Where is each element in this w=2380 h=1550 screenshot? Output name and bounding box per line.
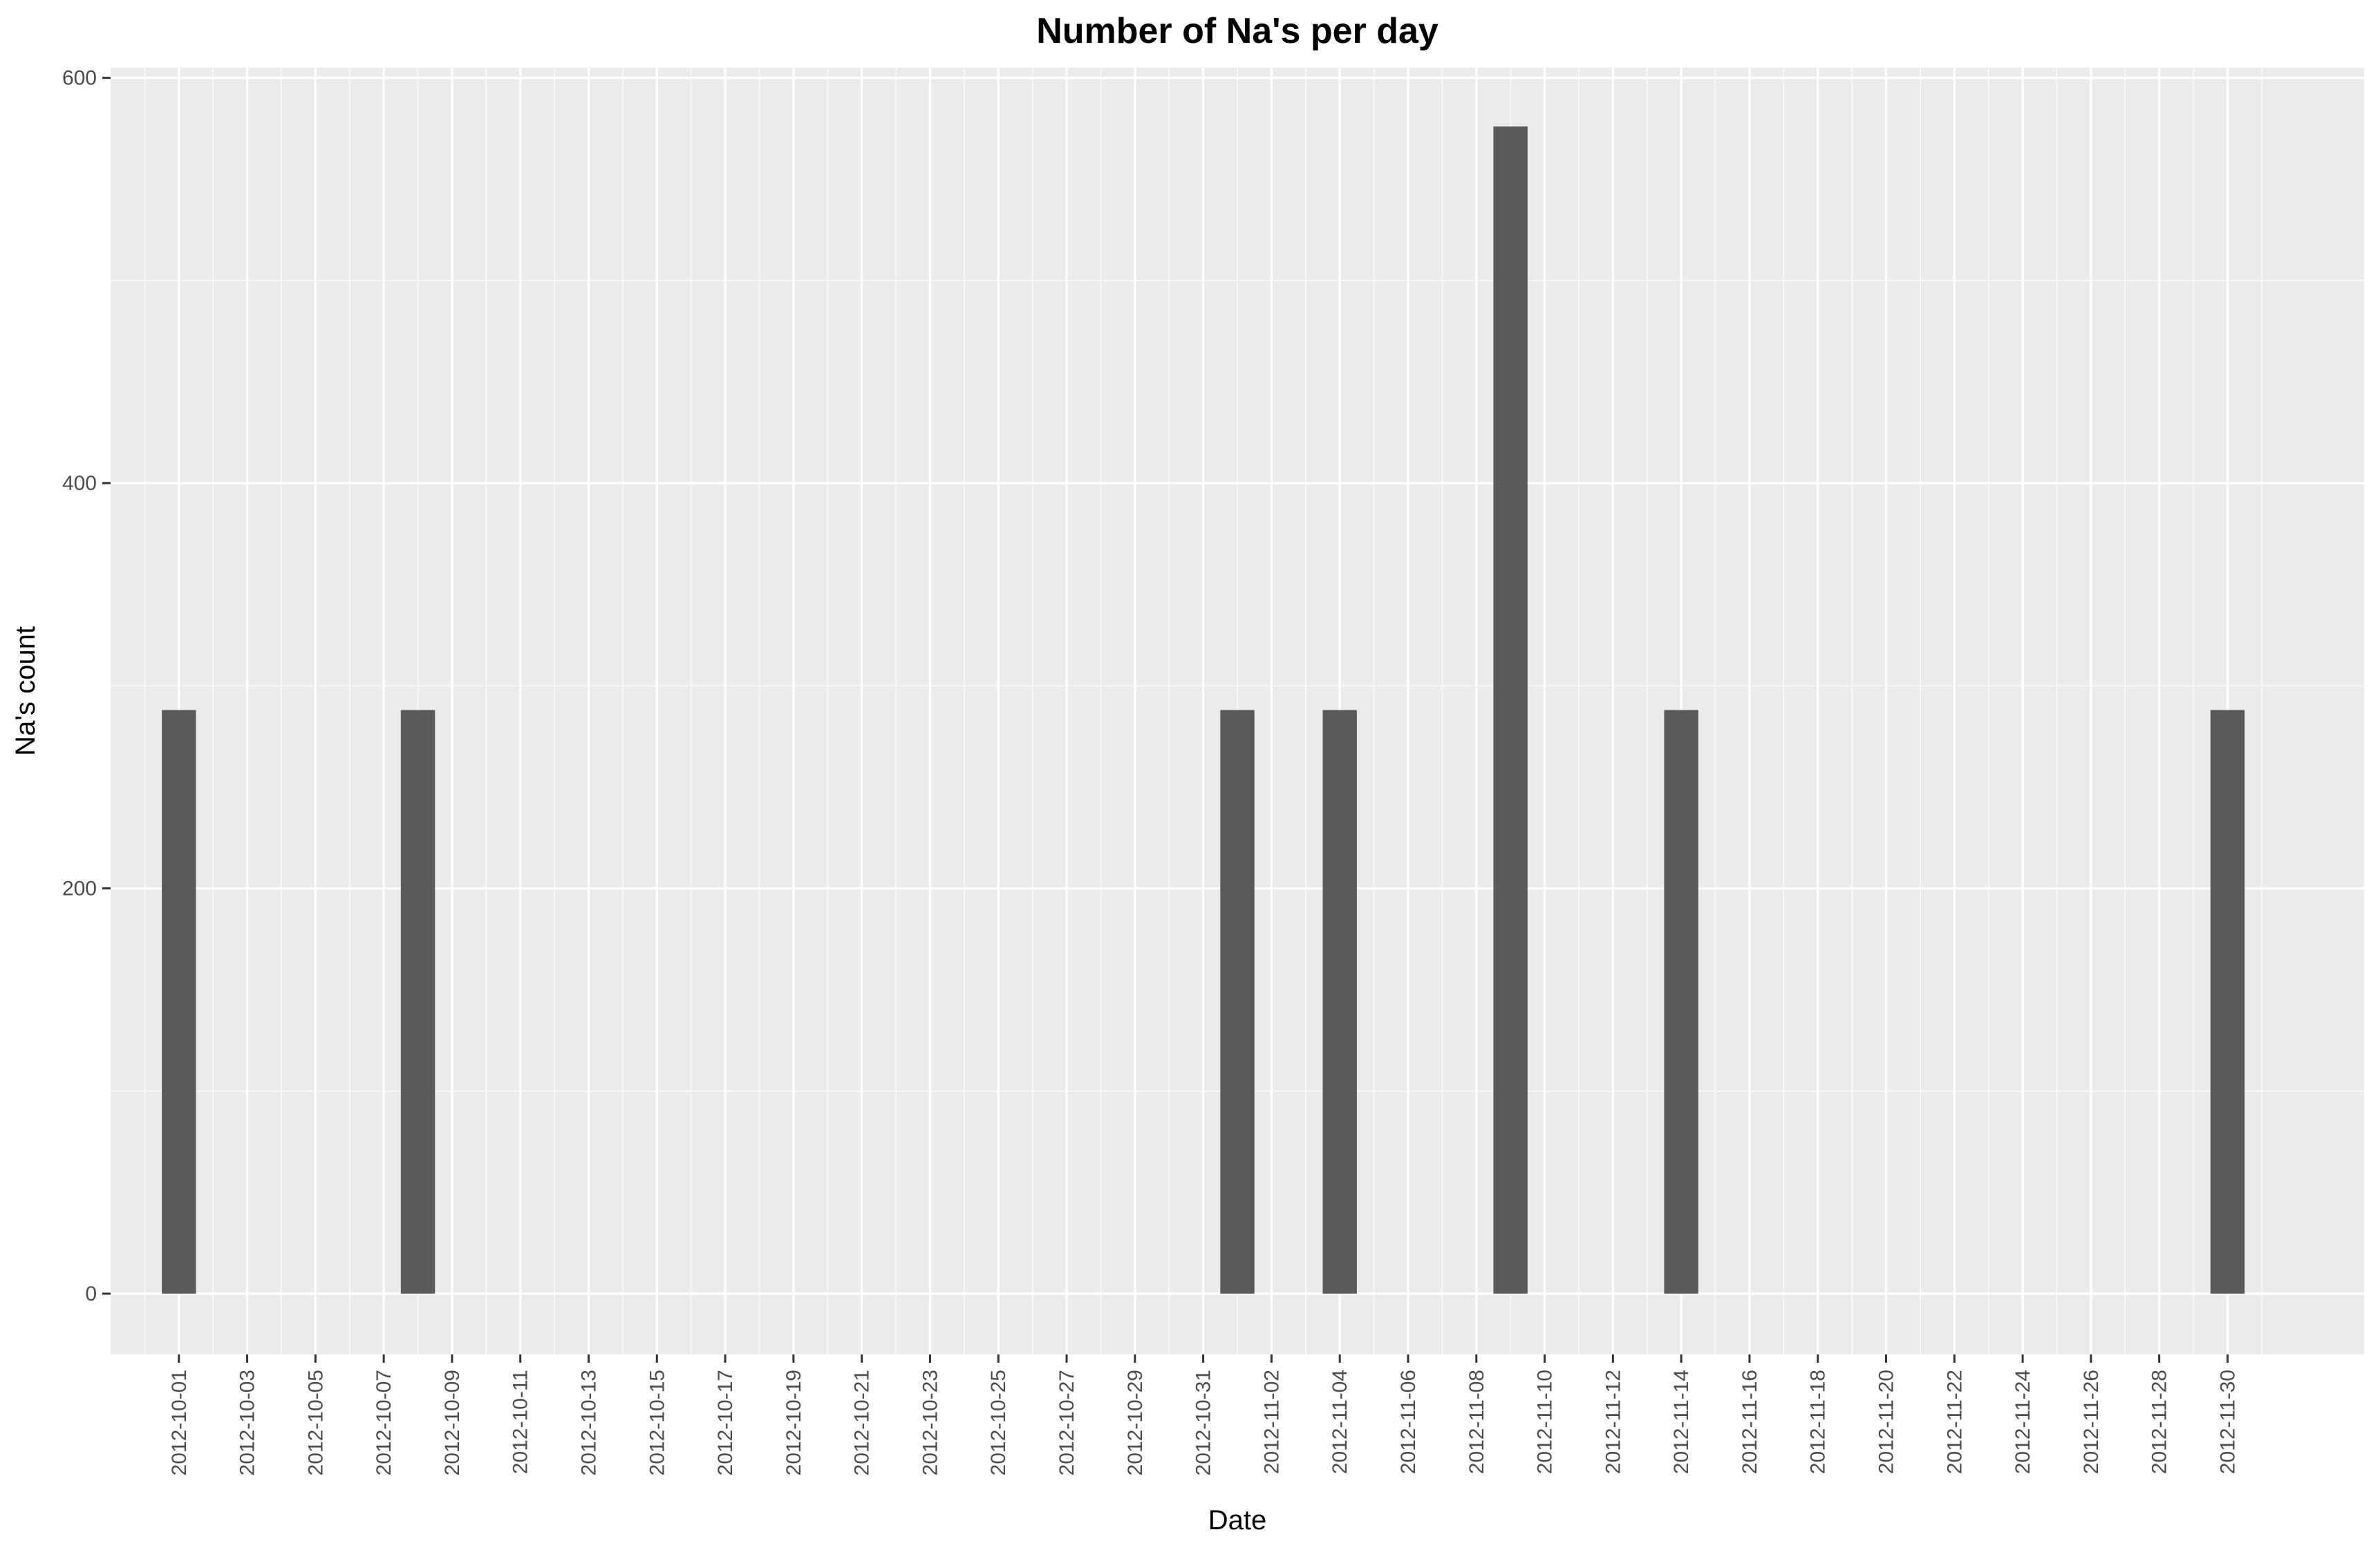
x-tick-label: 2012-10-05 bbox=[304, 1370, 327, 1475]
chart-title: Number of Na's per day bbox=[1036, 11, 1439, 51]
x-tick-label: 2012-11-16 bbox=[1739, 1370, 1761, 1474]
x-tick-label: 2012-11-12 bbox=[1602, 1370, 1624, 1474]
x-axis-title: Date bbox=[1208, 1505, 1267, 1535]
x-tick-label: 2012-10-03 bbox=[236, 1370, 259, 1475]
x-tick-label: 2012-11-28 bbox=[2148, 1370, 2171, 1474]
bar bbox=[1664, 710, 1698, 1294]
x-tick-label: 2012-11-14 bbox=[1670, 1370, 1693, 1474]
y-tick-label: 600 bbox=[62, 67, 97, 90]
y-axis-title: Na's count bbox=[10, 626, 41, 756]
bar bbox=[162, 710, 196, 1294]
x-tick-label: 2012-10-01 bbox=[168, 1370, 191, 1475]
x-tick-label: 2012-10-29 bbox=[1124, 1370, 1147, 1475]
x-tick-label: 2012-11-24 bbox=[2012, 1370, 2034, 1474]
x-axis: 2012-10-01 2012-10-03 2012-10-05 2012-10-07… bbox=[168, 1354, 2239, 1475]
x-tick-label: 2012-11-22 bbox=[1943, 1370, 1966, 1474]
x-tick-label: 2012-11-06 bbox=[1397, 1370, 1420, 1474]
x-tick-label: 2012-10-11 bbox=[509, 1370, 532, 1474]
y-tick-label: 0 bbox=[85, 1283, 97, 1305]
bar bbox=[400, 710, 435, 1294]
y-tick-label: 200 bbox=[62, 878, 97, 900]
x-tick-label: 2012-10-09 bbox=[441, 1370, 464, 1475]
y-axis: 0 200 400 600 bbox=[62, 67, 111, 1305]
bars bbox=[162, 126, 2245, 1294]
x-tick-label: 2012-11-20 bbox=[1875, 1370, 1898, 1474]
x-tick-label: 2012-10-21 bbox=[851, 1370, 874, 1475]
x-tick-label: 2012-10-13 bbox=[578, 1370, 601, 1475]
x-tick-label: 2012-10-17 bbox=[714, 1370, 737, 1475]
x-tick-label: 2012-10-23 bbox=[919, 1370, 941, 1475]
x-tick-label: 2012-11-10 bbox=[1534, 1370, 1557, 1474]
bar bbox=[2210, 710, 2245, 1294]
x-tick-label: 2012-10-15 bbox=[646, 1370, 668, 1475]
x-tick-label: 2012-11-18 bbox=[1807, 1370, 1830, 1474]
x-tick-label: 2012-11-26 bbox=[2080, 1370, 2103, 1474]
x-tick-label: 2012-11-08 bbox=[1465, 1370, 1488, 1474]
bar bbox=[1220, 710, 1255, 1294]
x-tick-label: 2012-10-27 bbox=[1056, 1370, 1078, 1475]
x-tick-label: 2012-10-07 bbox=[373, 1370, 395, 1475]
bar bbox=[1493, 126, 1528, 1294]
x-tick-label: 2012-10-19 bbox=[783, 1370, 805, 1475]
x-tick-label: 2012-11-30 bbox=[2216, 1370, 2239, 1474]
y-tick-label: 400 bbox=[62, 472, 97, 495]
x-tick-label: 2012-11-02 bbox=[1260, 1370, 1283, 1474]
bar bbox=[1322, 710, 1357, 1294]
x-tick-label: 2012-10-25 bbox=[987, 1370, 1010, 1475]
x-tick-label: 2012-11-04 bbox=[1329, 1370, 1351, 1474]
x-tick-label: 2012-10-31 bbox=[1192, 1370, 1215, 1475]
